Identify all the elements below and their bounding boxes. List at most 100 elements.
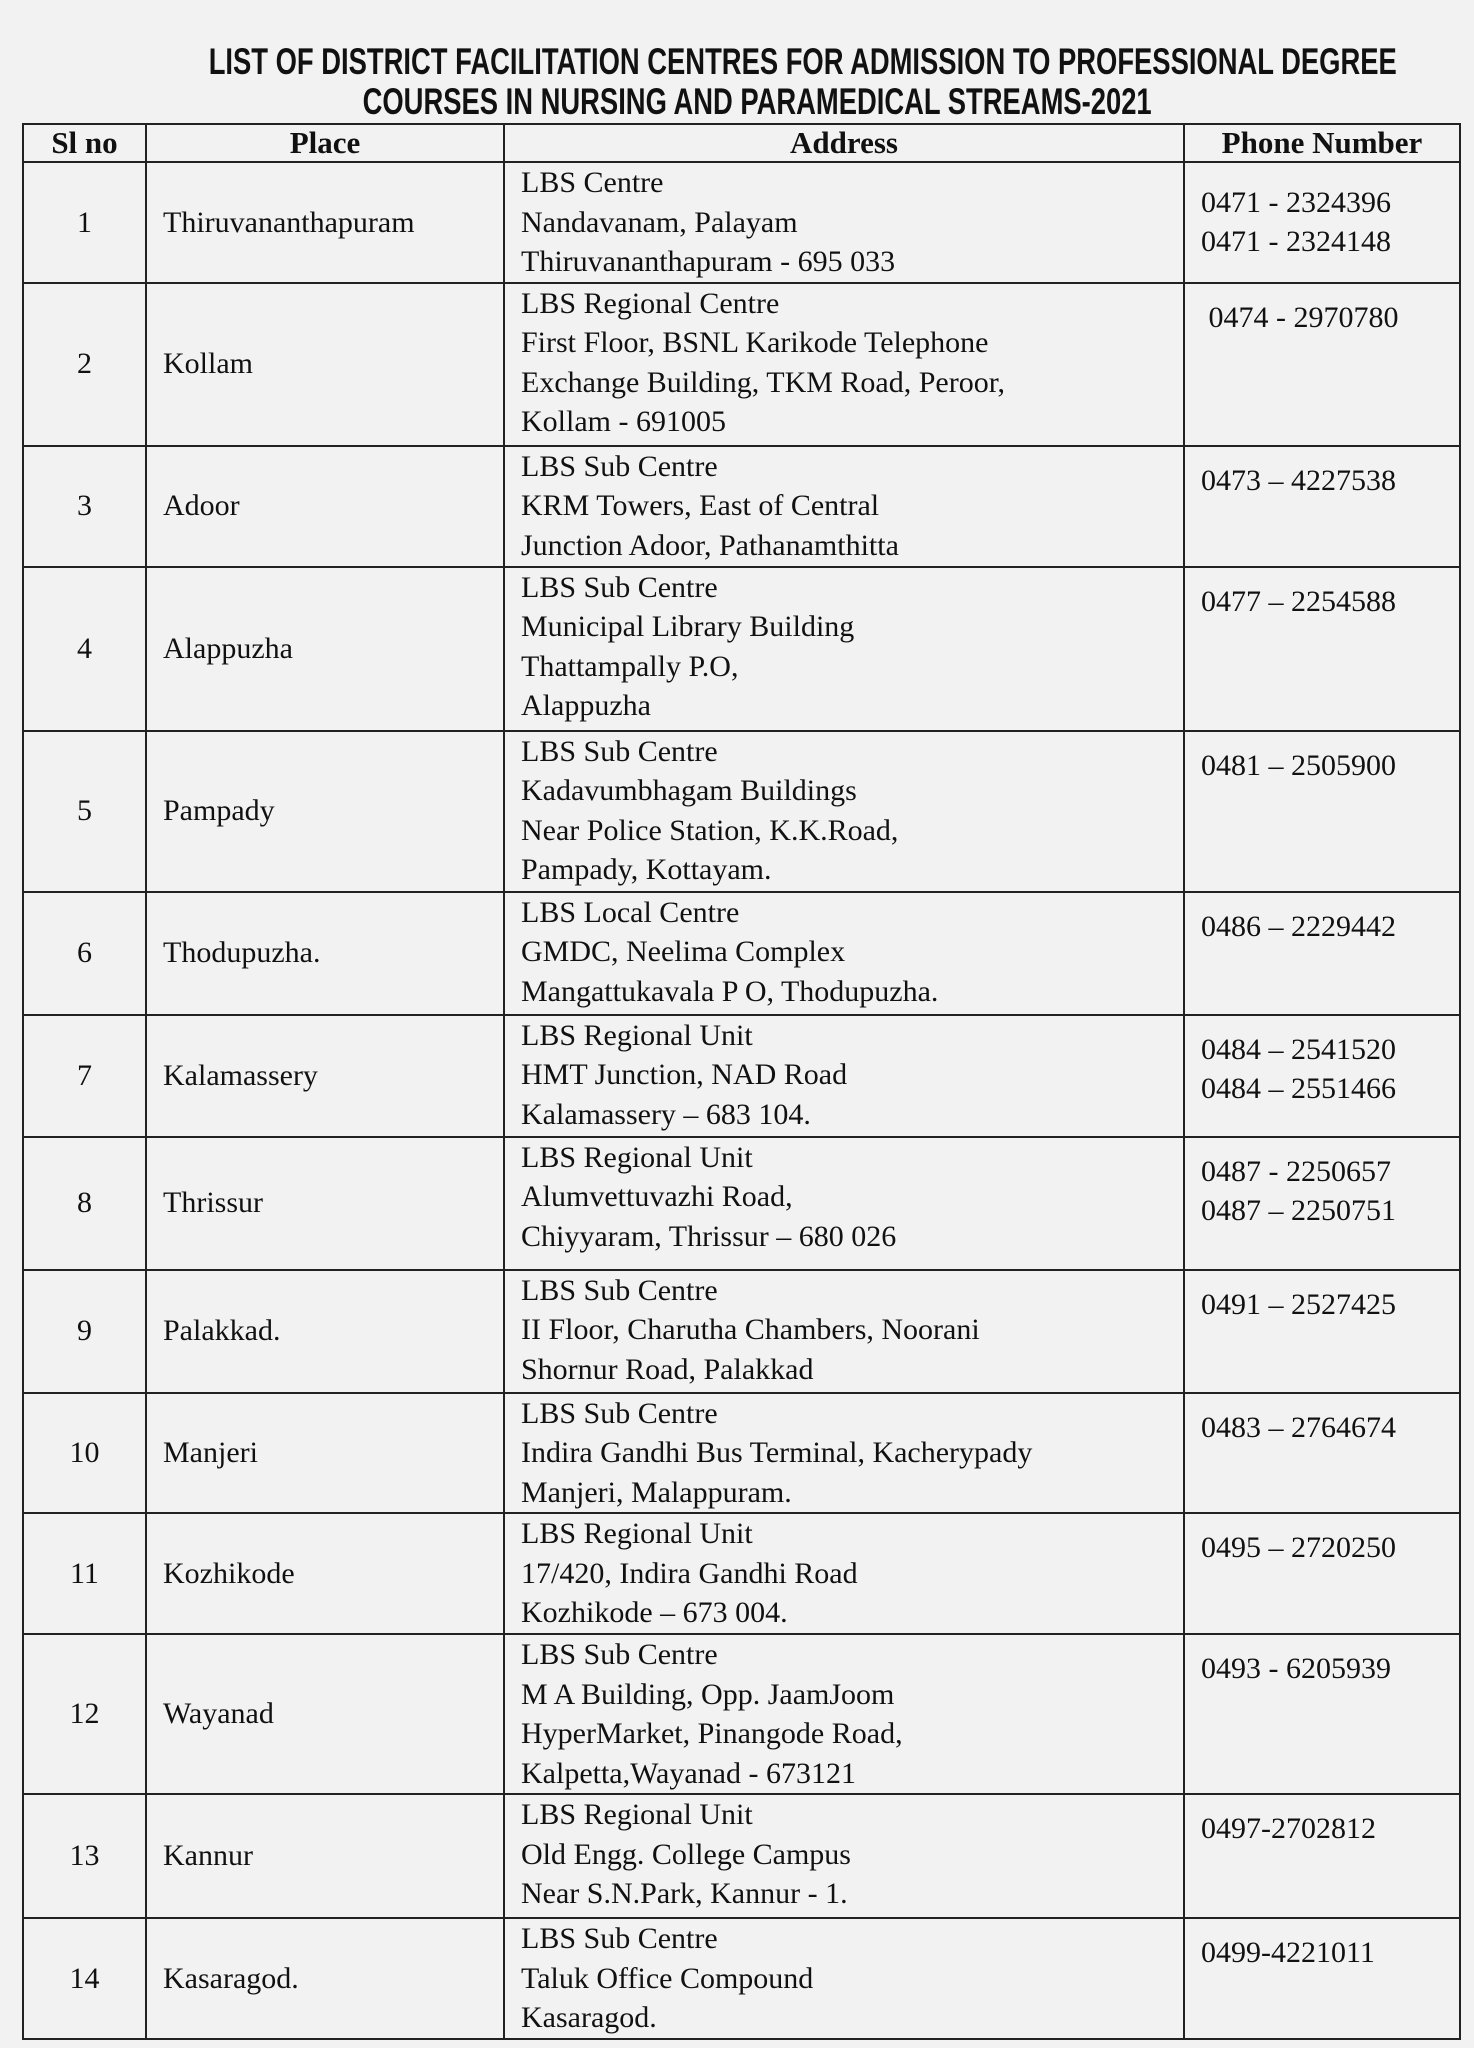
address-line: LBS Sub Centre [521, 570, 718, 604]
table-row: 8 Thrissur LBS Regional Unit Alumvettuvazhi… [22, 1135, 1461, 1271]
address-cell: LBS Regional Unit Old Engg. College Campu… [503, 1793, 1185, 1919]
document-title-line-1: LIST OF DISTRICT FACILITATION CENTRES FO… [0, 42, 1474, 82]
address-line: Chiyyaram, Thrissur – 680 026 [521, 1219, 897, 1253]
address-line: Indira Gandhi Bus Terminal, Kacherypady [521, 1436, 1033, 1469]
address-cell: LBS Sub Centre Kadavumbhagam Buildings Nea… [503, 729, 1185, 893]
place-cell: Kasaragod. [145, 1917, 505, 2040]
sl-no-cell: 6 [22, 890, 147, 1016]
address-line: Thattampally P.O, [521, 649, 739, 683]
phone-number: 0477 – 2254588 [1201, 584, 1396, 618]
place-cell: Wayanad [145, 1633, 505, 1795]
header-place: Place [145, 123, 505, 163]
phone-cell: 0474 - 2970780 [1183, 281, 1461, 447]
phone-number: 0493 - 6205939 [1201, 1652, 1391, 1685]
phone-cell: 0471 - 2324396 0471 - 2324148 [1183, 161, 1461, 284]
address-line: Kalpetta,Wayanad - 673121 [521, 1756, 856, 1790]
place-cell: Alappuzha [145, 565, 505, 732]
phone-number: 0471 - 2324396 [1201, 185, 1391, 219]
place-cell: Adoor [145, 444, 505, 568]
table-row: 12 Wayanad LBS Sub Centre M A Building, Opp… [22, 1633, 1461, 1795]
address-line: LBS Regional Unit [521, 1798, 753, 1831]
place-cell: Thrissur [145, 1135, 505, 1271]
address-line: Kollam - 691005 [521, 405, 726, 438]
address-line: LBS Local Centre [521, 895, 740, 929]
address-line: LBS Centre [521, 166, 664, 199]
table-row: 3 Adoor LBS Sub Centre KRM Towers, East of … [22, 444, 1461, 568]
address-line: Kasaragod. [521, 2001, 657, 2034]
place-cell: Pampady [145, 729, 505, 893]
phone-number: 0481 – 2505900 [1201, 748, 1396, 782]
address-cell: LBS Regional Unit 17/420, Indira Gandhi R… [503, 1512, 1185, 1635]
table-row: 13 Kannur LBS Regional Unit Old Engg. Colle… [22, 1793, 1461, 1919]
phone-number: 0486 – 2229442 [1201, 909, 1396, 943]
address-line: 17/420, Indira Gandhi Road [521, 1556, 858, 1590]
address-line: Kadavumbhagam Buildings [521, 774, 857, 807]
phone-number: 0484 – 2551466 [1201, 1072, 1396, 1105]
phone-number: 0497-2702812 [1201, 1812, 1376, 1845]
table-row: 6 Thodupuzha. LBS Local Centre GMDC, Neelim… [22, 890, 1461, 1016]
address-cell: LBS Sub Centre II Floor, Charutha Chamber… [503, 1268, 1185, 1394]
phone-number: 0484 – 2541520 [1201, 1032, 1396, 1066]
address-line: Alappuzha [521, 689, 651, 722]
address-cell: LBS Regional Centre First Floor, BSNL Kar… [503, 281, 1185, 447]
address-cell: LBS Sub Centre M A Building, Opp. JaamJoo… [503, 1633, 1185, 1795]
address-line: Near S.N.Park, Kannur - 1. [521, 1877, 848, 1910]
phone-cell: 0483 – 2764674 [1183, 1391, 1461, 1514]
sl-no-cell: 9 [22, 1268, 147, 1394]
sl-no-cell: 3 [22, 444, 147, 568]
phone-cell: 0477 – 2254588 [1183, 565, 1461, 732]
place-cell: Thodupuzha. [145, 890, 505, 1016]
sl-no-cell: 7 [22, 1013, 147, 1138]
table-header-row: Sl no Place Address Phone Number [22, 123, 1461, 163]
address-line: Mangattukavala P O, Thodupuzha. [521, 974, 939, 1008]
header-address: Address [503, 123, 1185, 163]
title-text: LIST OF DISTRICT FACILITATION CENTRES FO… [208, 41, 1397, 82]
table-row: 9 Palakkad. LBS Sub Centre II Floor, Charut… [22, 1268, 1461, 1394]
phone-number: 0483 – 2764674 [1201, 1410, 1396, 1444]
address-line: Old Engg. College Campus [521, 1837, 851, 1871]
address-line: M A Building, Opp. JaamJoom [521, 1677, 895, 1711]
address-line: LBS Regional Unit [521, 1018, 753, 1052]
address-line: Municipal Library Building [521, 610, 855, 643]
address-line: LBS Sub Centre [521, 734, 718, 768]
address-line: Nandavanam, Palayam [521, 205, 798, 239]
place-cell: Kannur [145, 1793, 505, 1919]
address-line: LBS Sub Centre [521, 1273, 718, 1307]
table-row: 7 Kalamassery LBS Regional Unit HMT Junctio… [22, 1013, 1461, 1138]
address-line: HMT Junction, NAD Road [521, 1058, 848, 1091]
phone-cell: 0495 – 2720250 [1183, 1512, 1461, 1635]
phone-cell: 0491 – 2527425 [1183, 1268, 1461, 1394]
table-row: 14 Kasaragod. LBS Sub Centre Taluk Office C… [22, 1917, 1461, 2040]
place-cell: Kozhikode [145, 1512, 505, 1635]
phone-cell: 0484 – 2541520 0484 – 2551466 [1183, 1013, 1461, 1138]
address-line: LBS Regional Centre [521, 286, 780, 320]
address-line: LBS Sub Centre [521, 1922, 718, 1955]
sl-no-cell: 13 [22, 1793, 147, 1919]
address-line: LBS Regional Unit [521, 1140, 753, 1174]
header-sl-no: Sl no [22, 123, 147, 163]
facilitation-centres-table: Sl no Place Address Phone Number 1 Thiruv… [22, 123, 1461, 2040]
phone-number: 0473 – 4227538 [1201, 463, 1396, 497]
place-cell: Kalamassery [145, 1013, 505, 1138]
table-row: 4 Alappuzha LBS Sub Centre Municipal Librar… [22, 565, 1461, 732]
phone-number: 0474 - 2970780 [1201, 300, 1399, 334]
address-line: Near Police Station, K.K.Road, [521, 813, 899, 847]
address-cell: LBS Local Centre GMDC, Neelima Complex Man… [503, 890, 1185, 1016]
address-line: Shornur Road, Palakkad [521, 1352, 814, 1386]
table-row: 11 Kozhikode LBS Regional Unit 17/420, Indi… [22, 1512, 1461, 1635]
address-line: HyperMarket, Pinangode Road, [521, 1717, 903, 1750]
address-line: Alumvettuvazhi Road, [521, 1180, 793, 1213]
address-line: Junction Adoor, Pathanamthitta [521, 528, 899, 562]
address-cell: LBS Regional Unit HMT Junction, NAD Road K… [503, 1013, 1185, 1138]
phone-cell: 0499-4221011 [1183, 1917, 1461, 2040]
phone-number: 0491 – 2527425 [1201, 1287, 1396, 1321]
phone-cell: 0481 – 2505900 [1183, 729, 1461, 893]
address-line: Kalamassery – 683 104. [521, 1097, 811, 1131]
phone-cell: 0493 - 6205939 [1183, 1633, 1461, 1795]
address-cell: LBS Sub Centre Municipal Library Building… [503, 565, 1185, 732]
address-cell: LBS Sub Centre Taluk Office Compound Kasar… [503, 1917, 1185, 2040]
document-title-line-2: COURSES IN NURSING AND PARAMEDICAL STREA… [20, 82, 1474, 122]
address-cell: LBS Sub Centre Indira Gandhi Bus Terminal… [503, 1391, 1185, 1514]
phone-number: 0499-4221011 [1201, 1936, 1375, 1969]
table-row: 5 Pampady LBS Sub Centre Kadavumbhagam Buil… [22, 729, 1461, 893]
